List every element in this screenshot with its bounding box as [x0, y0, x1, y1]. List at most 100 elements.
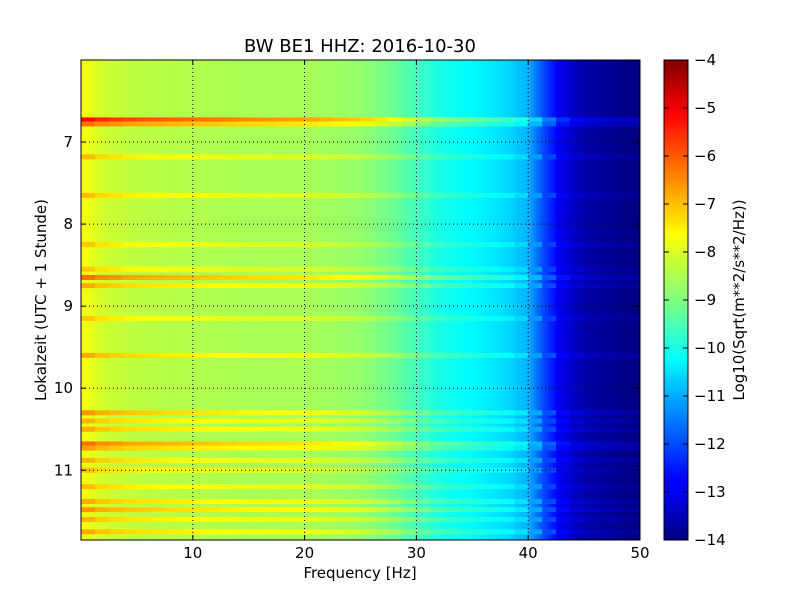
event-segment	[542, 516, 557, 522]
event-segment	[360, 274, 376, 280]
spectrum-column	[136, 60, 141, 540]
event-segment	[178, 410, 194, 416]
event-segment	[556, 410, 571, 416]
event-segment	[626, 315, 640, 321]
event-segment	[472, 192, 487, 198]
event-segment	[542, 484, 557, 490]
event-segment	[304, 529, 320, 535]
event-segment	[262, 529, 278, 535]
event-segment	[192, 266, 208, 272]
spectrum-columns	[81, 60, 640, 540]
event-segment	[444, 418, 459, 424]
event-segment	[500, 274, 515, 280]
event-segment	[346, 242, 362, 248]
event-segment	[570, 410, 585, 416]
event-segment	[514, 529, 529, 535]
event-segment	[374, 410, 390, 416]
event-segment	[584, 315, 599, 321]
event-segment	[136, 410, 152, 416]
event-segment	[122, 266, 138, 272]
spectrum-column	[190, 60, 194, 540]
event-segment	[346, 445, 362, 451]
event-segment	[122, 117, 138, 123]
event-segment	[332, 507, 348, 513]
event-segment	[612, 418, 627, 424]
event-segment	[150, 352, 166, 358]
event-segment	[304, 154, 320, 160]
spectrum-column	[533, 60, 538, 540]
event-segment	[276, 154, 292, 160]
spectrum-column	[592, 60, 596, 540]
spectrum-column	[299, 60, 303, 540]
spectrogram-heatmap	[81, 60, 640, 540]
event-segment	[584, 283, 599, 289]
event-segment	[234, 117, 250, 123]
event-segment	[514, 274, 529, 280]
event-segment	[570, 507, 585, 513]
event-segment	[360, 467, 376, 473]
event-segment	[584, 457, 599, 463]
event-segment	[234, 242, 250, 248]
event-segment	[416, 498, 431, 504]
event-segment	[388, 121, 404, 127]
event-segment	[234, 426, 250, 432]
event-segment	[458, 154, 473, 160]
event-segment	[444, 529, 459, 535]
event-segment	[150, 315, 166, 321]
event-segment	[360, 445, 376, 451]
event-segment	[430, 418, 445, 424]
event-segment	[122, 274, 138, 280]
event-segment	[528, 484, 543, 490]
event-segment	[584, 418, 599, 424]
event-segment	[598, 410, 613, 416]
event-segment	[346, 266, 362, 272]
event-segment	[206, 529, 222, 535]
event-segment	[290, 507, 306, 513]
spectrum-column	[388, 60, 392, 540]
event-segment	[94, 498, 110, 504]
event-segment	[150, 283, 166, 289]
event-segment	[598, 445, 613, 451]
event-segment	[542, 283, 557, 289]
spectrum-column	[519, 60, 524, 540]
event-segment	[598, 441, 613, 447]
event-segment	[486, 266, 501, 272]
event-segment	[472, 445, 487, 451]
spectrum-column	[198, 60, 202, 540]
event-segment	[234, 121, 250, 127]
event-segment	[192, 516, 208, 522]
event-segment	[150, 467, 166, 473]
event-segment	[430, 484, 445, 490]
event-segment	[94, 352, 110, 358]
event-segment	[374, 352, 390, 358]
event-segment	[136, 117, 152, 123]
event-segment	[108, 274, 124, 280]
event-segment	[234, 445, 250, 451]
colorbar-tick-label: −11	[694, 387, 726, 405]
event-segment	[108, 516, 124, 522]
event-segment	[136, 315, 152, 321]
event-segment	[388, 445, 404, 451]
event-segment	[402, 516, 417, 522]
spectrum-column	[609, 60, 613, 540]
event-segment	[276, 529, 292, 535]
event-segment	[81, 467, 96, 473]
event-segment	[304, 121, 320, 127]
event-segment	[458, 426, 473, 432]
event-segment	[304, 410, 320, 416]
event-segment	[444, 117, 459, 123]
spectrum-column	[215, 60, 219, 540]
spectrum-column	[494, 60, 499, 540]
event-segment	[374, 274, 390, 280]
y-tick-label: 7	[63, 133, 73, 151]
spectrum-column	[184, 60, 188, 540]
event-segment	[444, 445, 459, 451]
event-segment	[598, 266, 613, 272]
y-tick-label: 9	[63, 297, 73, 315]
event-segment	[122, 498, 138, 504]
spectrum-column	[368, 60, 373, 540]
event-segment	[388, 441, 404, 447]
event-segment	[472, 117, 487, 123]
spectrum-column	[617, 60, 622, 540]
event-segment	[514, 418, 529, 424]
